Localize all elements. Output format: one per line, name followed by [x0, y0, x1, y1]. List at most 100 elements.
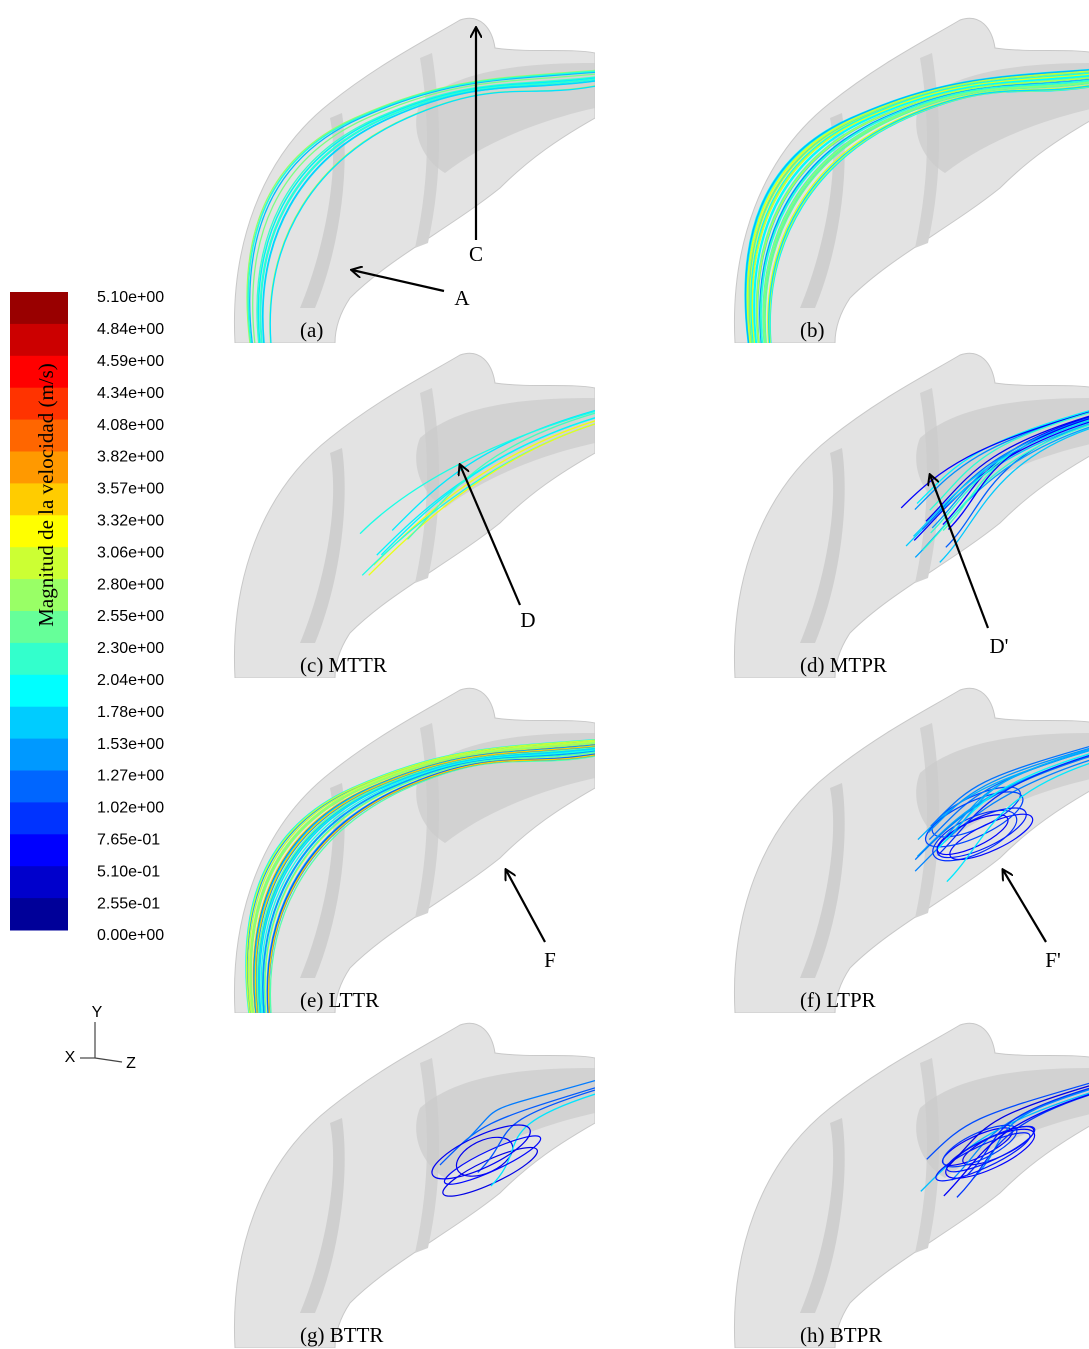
colorbar-label: 4.08e+00 — [97, 417, 164, 434]
colorbar-label: 2.80e+00 — [97, 576, 164, 593]
streamline — [956, 1094, 1089, 1198]
streamline — [913, 420, 1089, 537]
panel-view — [733, 1022, 1089, 1348]
streamline — [928, 747, 1089, 833]
streamline — [264, 751, 595, 1013]
colorbar-label: 5.10e+00 — [97, 289, 164, 306]
panel-view — [233, 17, 595, 343]
panel-view — [733, 17, 1089, 343]
arrow — [460, 465, 522, 606]
streamline — [465, 1079, 595, 1142]
colorbar-band — [10, 515, 68, 548]
annotation: F — [544, 948, 556, 972]
annotation: D — [520, 608, 535, 632]
streamline — [259, 78, 595, 343]
streamline — [949, 749, 1089, 837]
panel: (h) BTPR — [733, 1022, 1089, 1348]
streamline — [247, 740, 595, 1013]
airway-fold — [300, 448, 345, 643]
panel-view — [233, 687, 595, 1013]
streamline — [913, 421, 1089, 541]
streamline — [250, 742, 595, 1013]
streamline — [247, 70, 595, 343]
annotation: C — [469, 242, 483, 266]
streamline — [490, 1093, 595, 1187]
axis-label: Y — [92, 1004, 103, 1021]
colorbar-band — [10, 898, 68, 931]
streamline — [943, 1093, 1089, 1197]
airway-fold — [800, 783, 845, 978]
streamline — [760, 79, 1089, 343]
streamline — [256, 746, 595, 1013]
streamline-loop — [949, 813, 1034, 861]
streamline — [747, 71, 1089, 343]
streamline — [439, 1087, 595, 1166]
colorbar-label: 3.06e+00 — [97, 544, 164, 561]
colorbar-label: 1.02e+00 — [97, 800, 164, 817]
panel-label: (f) LTPR — [800, 988, 876, 1012]
streamline — [966, 1087, 1089, 1177]
streamline — [262, 80, 595, 343]
streamline — [267, 754, 595, 1013]
colorbar-label: 3.32e+00 — [97, 513, 164, 530]
streamline — [763, 81, 1089, 343]
annotation: F' — [1045, 948, 1060, 972]
colorbar-label: 3.57e+00 — [97, 481, 164, 498]
colorbar-label: 2.30e+00 — [97, 640, 164, 657]
streamline — [249, 71, 595, 343]
colorbar-band — [10, 355, 68, 389]
streamline — [936, 753, 1089, 851]
streamline — [942, 416, 1089, 526]
streamline — [947, 418, 1089, 530]
airway-fold — [800, 1118, 845, 1313]
streamline-loop — [431, 1124, 531, 1180]
streamline — [946, 1085, 1089, 1168]
streamline — [930, 745, 1089, 827]
streamline-loop — [443, 1135, 542, 1185]
panel: (d) MTPR — [733, 352, 1089, 678]
colorbar-label: 4.34e+00 — [97, 385, 164, 402]
panel-label: (c) MTTR — [300, 653, 387, 677]
colorbar-label: 2.55e-01 — [97, 895, 160, 912]
colorbar-label: 2.55e+00 — [97, 608, 164, 625]
colorbar-label: 1.78e+00 — [97, 704, 164, 721]
airway-fold — [300, 1118, 345, 1313]
colorbar-band — [10, 770, 68, 803]
panel-view — [733, 687, 1089, 1013]
streamline — [937, 754, 1089, 856]
colorbar-band — [10, 802, 68, 835]
streamline — [253, 744, 595, 1013]
streamline — [254, 745, 595, 1013]
streamline — [929, 412, 1089, 511]
colorbar-label: 7.65e-01 — [97, 832, 160, 849]
colorbar-label: 5.10e-01 — [97, 863, 160, 880]
arrow — [930, 475, 990, 629]
streamline-loop — [936, 807, 1027, 859]
streamline-loop — [946, 1125, 1036, 1173]
panel-label: (e) LTTR — [300, 988, 379, 1012]
arrow — [506, 870, 546, 943]
streamline — [750, 72, 1089, 343]
airway-fold — [300, 113, 345, 308]
streamline — [249, 741, 595, 1013]
panel-view — [233, 352, 595, 678]
streamline — [252, 73, 595, 343]
streamline — [746, 70, 1089, 343]
panel-view — [233, 1022, 595, 1348]
panel-label: (d) MTPR — [800, 653, 887, 677]
streamline — [920, 1092, 1089, 1192]
panel: (f) LTPR — [733, 687, 1089, 1013]
panel-view — [733, 352, 1089, 678]
arrow — [352, 270, 445, 293]
streamline — [900, 411, 1089, 509]
streamline — [744, 69, 1089, 343]
streamline — [751, 73, 1089, 343]
colorbar-title: Magnitud de la velocidad (m/s) — [34, 363, 58, 627]
airway-fold — [416, 1068, 595, 1178]
streamline — [359, 410, 595, 535]
colorbar-band — [10, 547, 68, 580]
panel: (e) LTTR — [233, 687, 595, 1013]
streamline — [925, 415, 1089, 522]
colorbar-band — [10, 834, 68, 867]
